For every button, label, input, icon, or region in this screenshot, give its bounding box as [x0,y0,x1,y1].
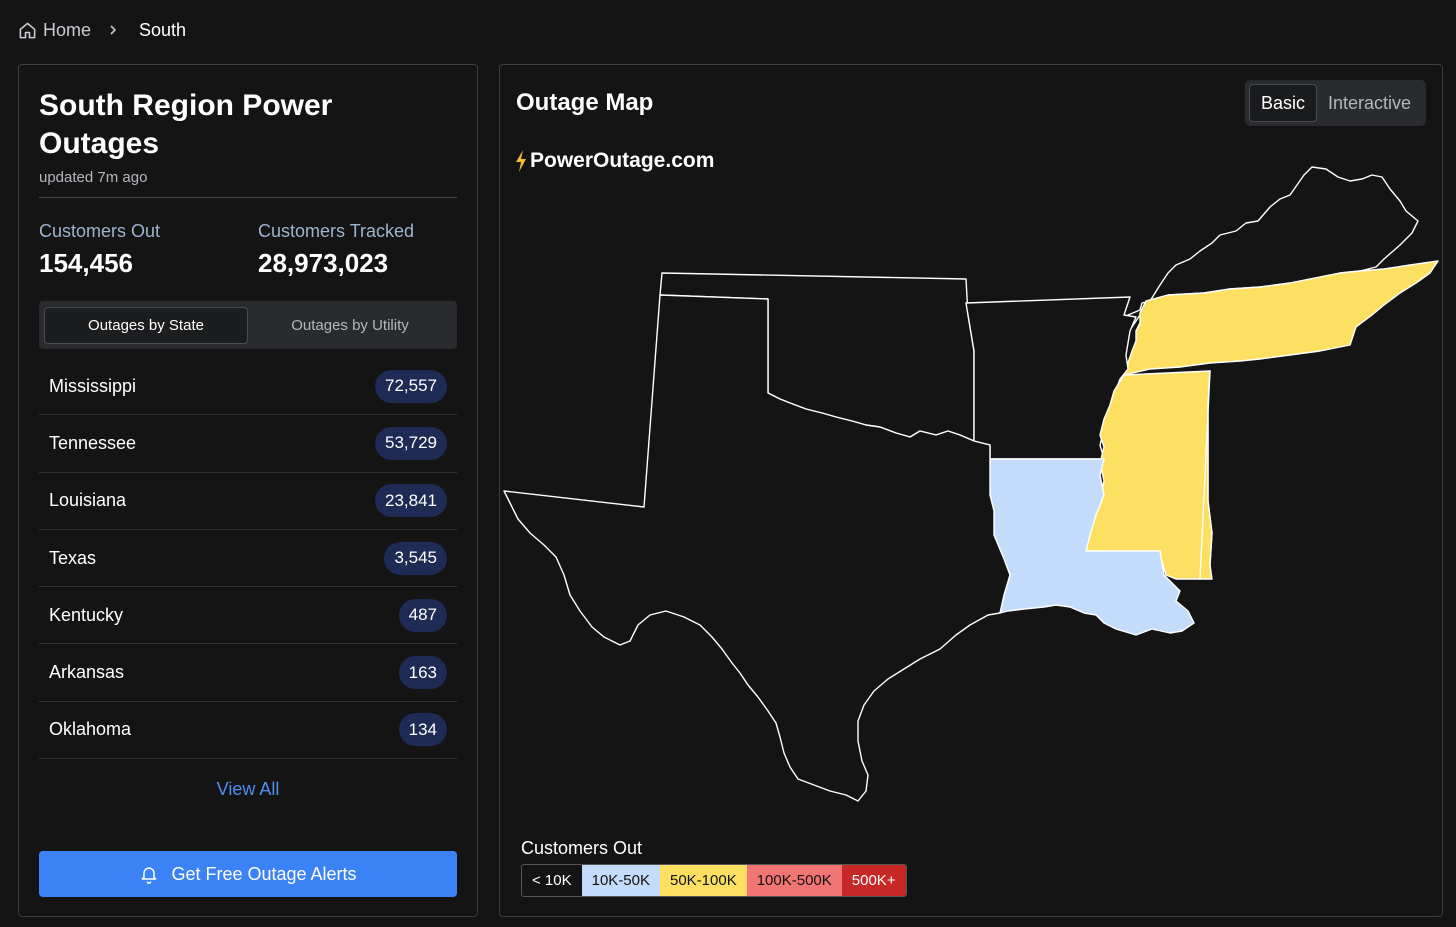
summary-panel: South Region Power Outages updated 7m ag… [18,64,478,917]
state-count-badge: 72,557 [375,369,447,403]
get-alerts-label: Get Free Outage Alerts [171,863,357,884]
state-name: Mississippi [49,375,137,396]
list-item[interactable]: Mississippi 72,557 [39,358,457,416]
tab-outages-by-utility[interactable]: Outages by Utility [291,316,409,334]
tab-outages-by-state[interactable]: Outages by State [44,306,248,344]
brand-name: PowerOutage.com [530,149,715,172]
map-legend: < 10K 10K-50K 50K-100K 100K-500K 500K+ [521,864,907,897]
page-title: South Region Power Outages [39,89,333,160]
map-title: Outage Map [516,89,654,116]
customers-out-stat: Customers Out 154,456 [39,221,160,279]
state-tennessee[interactable] [1123,260,1439,376]
state-name: Tennessee [49,432,137,453]
customers-out-value: 154,456 [39,248,133,278]
interactive-view-button[interactable]: Interactive [1327,92,1411,113]
state-count-badge: 134 [398,713,447,747]
state-alabama[interactable] [1199,370,1213,580]
list-item[interactable]: Arkansas 163 [39,644,457,702]
state-count-badge: 487 [398,598,447,632]
legend-item: 10K-50K [581,865,660,896]
state-name: Arkansas [49,662,125,683]
state-name: Kentucky [49,604,124,625]
customers-out-label: Customers Out [39,221,161,241]
updated-timestamp: updated 7m ago [39,169,148,186]
state-count-badge: 23,841 [375,484,447,518]
divider [39,197,457,198]
list-item[interactable]: Kentucky 487 [39,587,457,645]
state-name: Oklahoma [49,719,132,740]
list-item[interactable]: Tennessee 53,729 [39,415,457,473]
state-list: Mississippi 72,557 Tennessee 53,729 Loui… [39,358,457,760]
legend-item: 500K+ [841,865,906,896]
outage-tabs: Outages by State Outages by Utility [39,301,457,349]
breadcrumb: Home South [18,18,186,42]
state-name: Louisiana [49,490,127,511]
legend-item: < 10K [522,865,582,896]
outage-map [503,166,1439,802]
state-name: Texas [49,547,97,568]
state-count-badge: 163 [398,656,447,690]
chevron-right-icon [107,24,119,36]
customers-tracked-stat: Customers Tracked 28,973,023 [258,221,414,279]
get-alerts-button[interactable]: Get Free Outage Alerts [39,851,457,897]
state-count-badge: 3,545 [384,541,447,575]
list-item[interactable]: Louisiana 23,841 [39,473,457,530]
breadcrumb-current: South [139,19,187,40]
legend-item: 50K-100K [660,865,747,896]
list-item[interactable]: Texas 3,545 [39,530,457,588]
map-view-toggle: Basic Interactive [1244,80,1426,126]
map-panel: Outage Map Basic Interactive PowerOutage… [499,64,1443,917]
lightning-icon [516,150,526,172]
customers-tracked-value: 28,973,023 [258,248,389,278]
customers-tracked-label: Customers Tracked [258,221,415,241]
brand-logo: PowerOutage.com [514,149,714,173]
view-all-link[interactable]: View All [216,779,280,799]
basic-view-button[interactable]: Basic [1248,84,1317,122]
bell-icon [142,867,157,884]
legend-item: 100K-500K [746,865,842,896]
home-icon [19,22,36,38]
list-item[interactable]: Oklahoma 134 [39,702,457,760]
state-texas[interactable] [503,294,1011,802]
breadcrumb-home-link[interactable]: Home [18,20,91,41]
breadcrumb-home-label: Home [43,19,92,40]
state-count-badge: 53,729 [375,426,447,460]
legend-title: Customers Out [521,838,643,858]
